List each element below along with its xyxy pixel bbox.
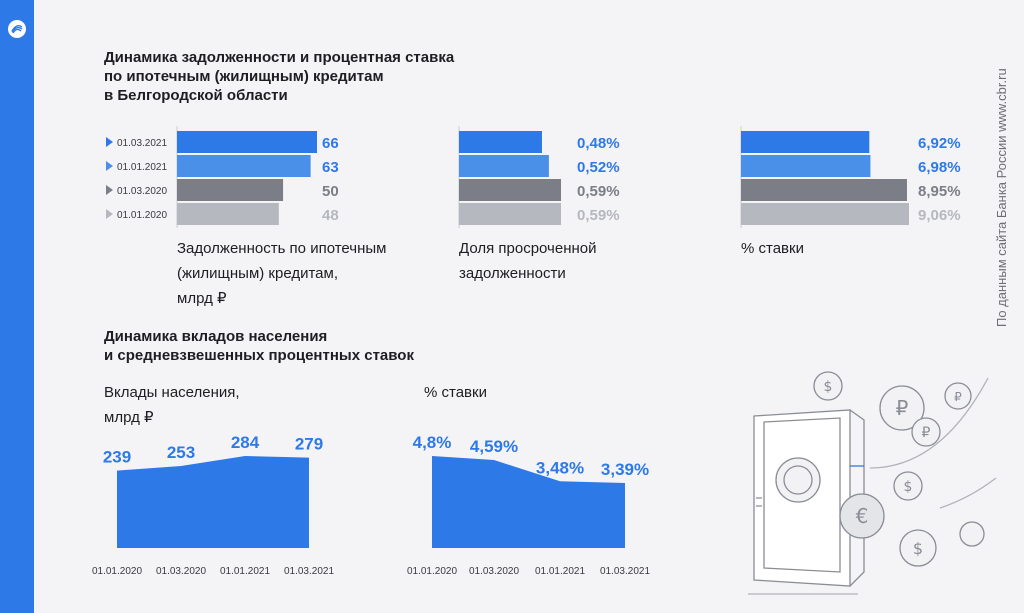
legend-marker-icon	[106, 209, 113, 219]
euro-sign-icon: €	[856, 504, 869, 528]
bar-value-label: 6,98%	[918, 159, 961, 176]
x-tick-label: 01.03.2020	[469, 566, 519, 577]
dollar-coin-icon	[899, 529, 937, 567]
bar	[459, 179, 561, 201]
area-value-label: 284	[231, 433, 260, 452]
x-tick-label: 01.01.2020	[92, 566, 142, 577]
area-value-label: 3,48%	[536, 458, 584, 477]
bar-value-label: 6,92%	[918, 135, 961, 152]
deposit-rate-axis-label: % ставки	[424, 380, 487, 405]
x-tick-label: 01.01.2021	[220, 566, 270, 577]
area-fill	[432, 456, 625, 548]
ruble-sign-icon: ₽	[922, 425, 931, 441]
overdue-axis-label: Доля просроченной задолженности	[459, 236, 597, 286]
x-tick-label: 01.03.2020	[156, 566, 206, 577]
ruble-coin-icon	[911, 417, 941, 447]
coin-icon	[959, 521, 985, 547]
dollar-sign-icon: $	[904, 479, 913, 495]
bar-value-label: 63	[322, 159, 339, 176]
overdue-axis-label-line: Доля просроченной	[459, 240, 597, 257]
euro-coin-icon	[839, 493, 885, 539]
bar	[177, 155, 311, 177]
deposits-axis-label-line: Вклады населения,	[104, 384, 240, 401]
mortgage-title-line: по ипотечным (жилищным) кредитам	[104, 68, 384, 85]
area-value-label: 253	[167, 443, 195, 462]
bar	[459, 203, 561, 225]
bar	[741, 203, 909, 225]
area-value-label: 4,8%	[413, 433, 452, 452]
mortgage-title: Динамика задолженности и процентная став…	[104, 48, 454, 105]
category-label: 01.01.2021	[117, 162, 167, 173]
bar-value-label: 48	[322, 207, 339, 224]
bar	[741, 155, 871, 177]
deposits-title-line: и средневзвешенных процентных ставок	[104, 347, 414, 364]
ruble-sign-icon: ₽	[896, 396, 909, 420]
deposits-axis-label-line: млрд ₽	[104, 409, 154, 426]
ruble-sign-icon: ₽	[954, 390, 962, 404]
debt-axis-label-line: (жилищным) кредитам,	[177, 265, 338, 282]
area-value-label: 279	[295, 435, 323, 454]
debt-axis-label: Задолженность по ипотечным (жилищным) кр…	[177, 236, 386, 311]
rate-axis-label: % ставки	[741, 236, 804, 261]
dollar-coin-icon	[813, 371, 843, 401]
area-fill	[117, 456, 309, 548]
bar-value-label: 0,52%	[577, 159, 620, 176]
legend-marker-icon	[106, 185, 113, 195]
bank-logo-icon	[8, 20, 26, 38]
dial-icon	[775, 457, 821, 503]
bar	[741, 179, 907, 201]
bar-value-label: 9,06%	[918, 207, 961, 224]
ruble-coin-icon	[879, 385, 925, 431]
legend-marker-icon	[106, 137, 113, 147]
area-value-label: 3,39%	[601, 460, 649, 479]
debt-axis-label-line: млрд ₽	[177, 290, 227, 307]
bar-value-label: 0,59%	[577, 207, 620, 224]
overdue-axis-label-line: задолженности	[459, 265, 566, 282]
x-tick-label: 01.01.2021	[535, 566, 585, 577]
bar	[741, 131, 870, 153]
mortgage-title-line: в Белгородской области	[104, 87, 288, 104]
bar	[459, 131, 542, 153]
x-tick-label: 01.03.2021	[600, 566, 650, 577]
debt-axis-label-line: Задолженность по ипотечным	[177, 240, 387, 257]
bar	[177, 203, 279, 225]
safe-coins-illustration: $ ₽ ₽ ₽ € $ $	[748, 371, 997, 595]
bar	[459, 155, 549, 177]
bar-value-label: 50	[322, 183, 339, 200]
ruble-coin-icon	[944, 382, 972, 410]
deposits-title: Динамика вкладов населения и средневзвеш…	[104, 327, 414, 365]
legend-marker-icon	[106, 161, 113, 171]
deposits-axis-label: Вклады населения, млрд ₽	[104, 380, 240, 430]
bar-value-label: 66	[322, 135, 339, 152]
category-label: 01.03.2020	[117, 186, 167, 197]
dollar-sign-icon: $	[913, 539, 923, 558]
category-label: 01.03.2021	[117, 138, 167, 149]
bar-value-label: 8,95%	[918, 183, 961, 200]
deposit-rate-axis-label-line: % ставки	[424, 384, 487, 401]
area-value-label: 4,59%	[470, 437, 518, 456]
source-note: По данным сайта Банка России www.cbr.ru	[994, 68, 1009, 327]
bar	[177, 179, 284, 201]
x-tick-label: 01.01.2020	[407, 566, 457, 577]
category-label: 01.01.2020	[117, 210, 167, 221]
mortgage-title-line: Динамика задолженности и процентная став…	[104, 49, 455, 66]
bar-value-label: 0,59%	[577, 183, 620, 200]
area-value-label: 239	[103, 448, 131, 467]
rate-axis-label-line: % ставки	[741, 240, 804, 257]
sidebar	[0, 0, 34, 613]
dollar-sign-icon: $	[824, 379, 833, 395]
bar	[177, 131, 317, 153]
bar-value-label: 0,48%	[577, 135, 620, 152]
x-tick-label: 01.03.2021	[284, 566, 334, 577]
safe-door	[763, 417, 841, 573]
deposits-title-line: Динамика вкладов населения	[104, 328, 328, 345]
dollar-coin-icon	[893, 471, 923, 501]
